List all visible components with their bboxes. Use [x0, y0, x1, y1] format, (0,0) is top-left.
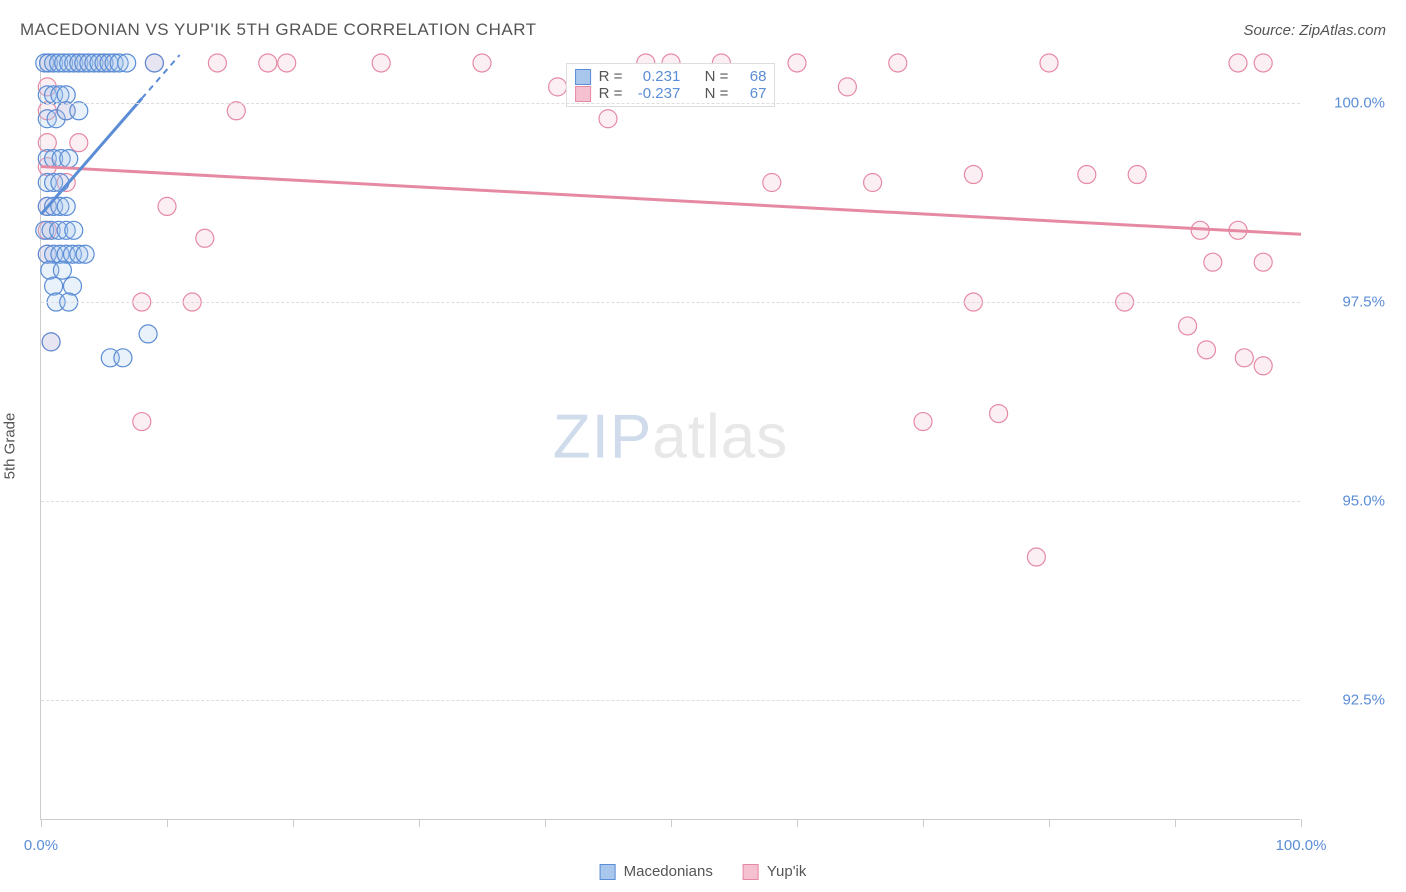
stats-row-yupik: R = -0.237 N = 67: [575, 85, 767, 102]
data-point: [76, 245, 94, 263]
chart-area: ZIPatlas R = 0.231 N = 68 R = -0.237 N =…: [40, 55, 1300, 820]
data-point: [1229, 54, 1247, 72]
data-point: [70, 134, 88, 152]
x-tick: [419, 819, 420, 827]
data-point: [1040, 54, 1058, 72]
stats-n-label: N =: [705, 68, 729, 85]
data-point: [1179, 317, 1197, 335]
gridline: [41, 501, 1300, 502]
x-tick: [1175, 819, 1176, 827]
x-tick: [923, 819, 924, 827]
data-point: [549, 78, 567, 96]
gridline: [41, 103, 1300, 104]
x-tick: [671, 819, 672, 827]
scatter-plot-svg: [41, 55, 1300, 819]
y-tick-label: 97.5%: [1342, 294, 1385, 311]
data-point: [70, 102, 88, 120]
stats-r-macedonians: 0.231: [630, 68, 680, 85]
data-point: [60, 150, 78, 168]
stats-n-label: N =: [705, 85, 729, 102]
gridline: [41, 302, 1300, 303]
legend: Macedonians Yup'ik: [600, 863, 807, 880]
data-point: [1027, 548, 1045, 566]
legend-label-macedonians: Macedonians: [624, 863, 713, 880]
x-tick-label: 0.0%: [24, 837, 58, 854]
data-point: [45, 277, 63, 295]
x-tick: [41, 819, 42, 827]
x-tick: [1301, 819, 1302, 827]
data-point: [889, 54, 907, 72]
x-tick: [797, 819, 798, 827]
data-point: [1254, 253, 1272, 271]
y-axis-label: 5th Grade: [2, 413, 19, 480]
x-tick: [545, 819, 546, 827]
data-point: [838, 78, 856, 96]
data-point: [118, 54, 136, 72]
legend-swatch-macedonians: [600, 864, 616, 880]
data-point: [57, 197, 75, 215]
y-tick-label: 95.0%: [1342, 493, 1385, 510]
stats-n-yupik: 67: [736, 85, 766, 102]
legend-item-yupik: Yup'ik: [743, 863, 807, 880]
data-point: [990, 405, 1008, 423]
data-point: [65, 221, 83, 239]
legend-item-macedonians: Macedonians: [600, 863, 713, 880]
trend-line-yupik: [41, 167, 1301, 235]
data-point: [1128, 166, 1146, 184]
swatch-macedonians: [575, 69, 591, 85]
data-point: [1235, 349, 1253, 367]
data-point: [53, 261, 71, 279]
data-point: [1198, 341, 1216, 359]
legend-swatch-yupik: [743, 864, 759, 880]
data-point: [278, 54, 296, 72]
data-point: [145, 54, 163, 72]
x-tick: [167, 819, 168, 827]
data-point: [196, 229, 214, 247]
data-point: [158, 197, 176, 215]
chart-source: Source: ZipAtlas.com: [1243, 22, 1386, 39]
chart-header: MACEDONIAN VS YUP'IK 5TH GRADE CORRELATI…: [20, 20, 1386, 40]
legend-label-yupik: Yup'ik: [767, 863, 807, 880]
data-point: [227, 102, 245, 120]
stats-n-macedonians: 68: [736, 68, 766, 85]
data-point: [51, 174, 69, 192]
swatch-yupik: [575, 86, 591, 102]
data-point: [208, 54, 226, 72]
data-point: [139, 325, 157, 343]
data-point: [1204, 253, 1222, 271]
data-point: [42, 333, 60, 351]
data-point: [114, 349, 132, 367]
data-point: [1078, 166, 1096, 184]
data-point: [964, 166, 982, 184]
y-tick-label: 100.0%: [1334, 94, 1385, 111]
data-point: [1254, 54, 1272, 72]
x-tick-label: 100.0%: [1276, 837, 1327, 854]
stats-r-label: R =: [599, 68, 623, 85]
data-point: [763, 174, 781, 192]
data-point: [599, 110, 617, 128]
data-point: [372, 54, 390, 72]
stats-r-label: R =: [599, 85, 623, 102]
data-point: [38, 134, 56, 152]
gridline: [41, 700, 1300, 701]
data-point: [133, 413, 151, 431]
stats-row-macedonians: R = 0.231 N = 68: [575, 68, 767, 85]
x-tick: [1049, 819, 1050, 827]
data-point: [64, 277, 82, 295]
data-point: [914, 413, 932, 431]
chart-title: MACEDONIAN VS YUP'IK 5TH GRADE CORRELATI…: [20, 20, 537, 40]
x-tick: [293, 819, 294, 827]
data-point: [57, 86, 75, 104]
data-point: [259, 54, 277, 72]
stats-r-yupik: -0.237: [630, 85, 680, 102]
data-point: [788, 54, 806, 72]
data-point: [864, 174, 882, 192]
stats-box: R = 0.231 N = 68 R = -0.237 N = 67: [566, 63, 776, 107]
data-point: [473, 54, 491, 72]
y-tick-label: 92.5%: [1342, 692, 1385, 709]
data-point: [1254, 357, 1272, 375]
